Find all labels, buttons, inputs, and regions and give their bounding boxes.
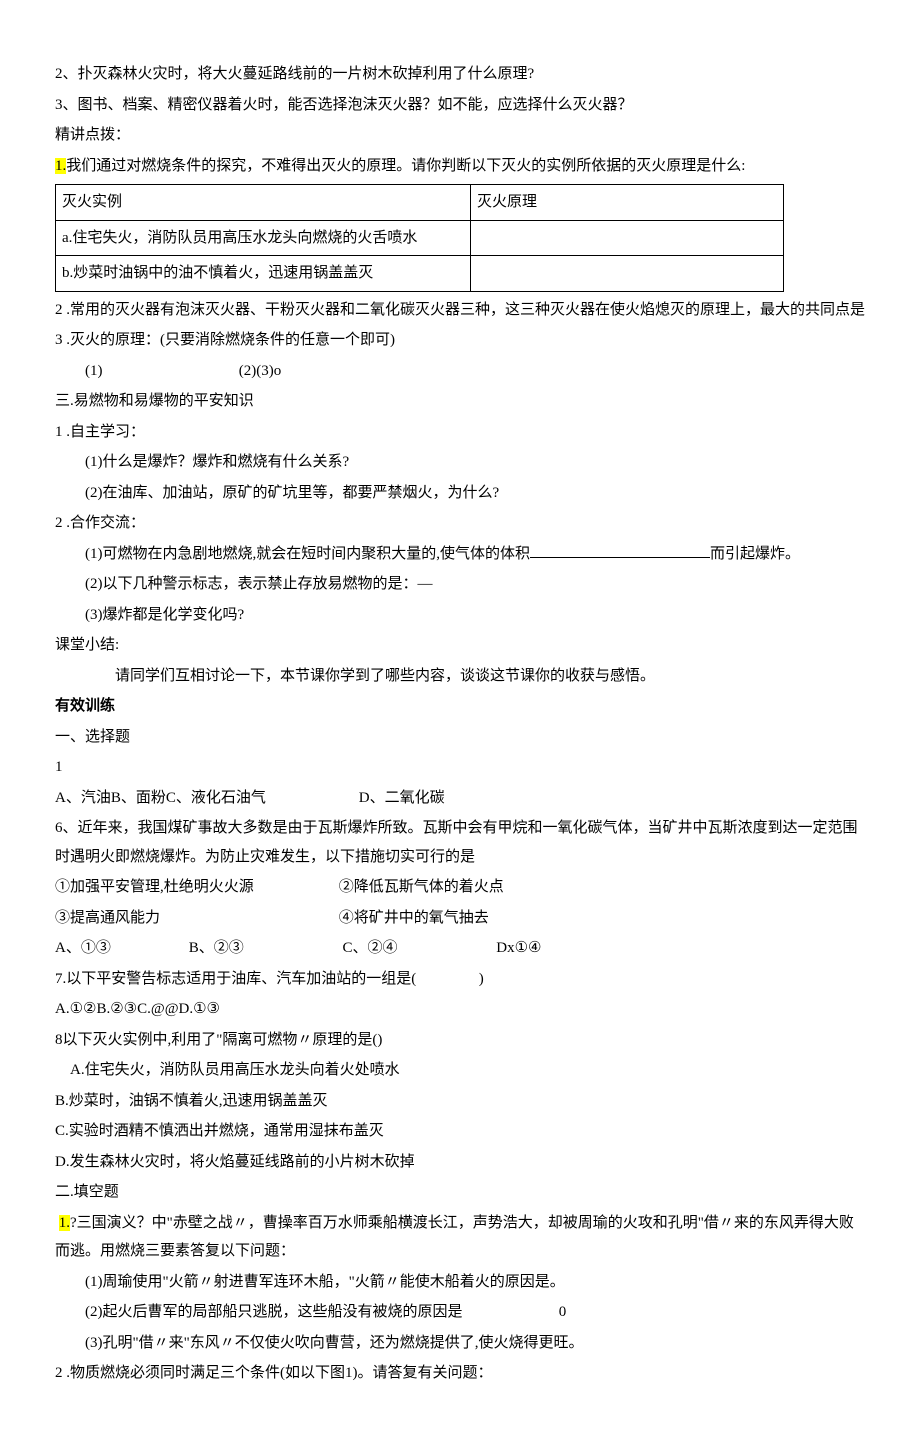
q8-opt-d: D.发生森林火灾时，将火焰蔓延线路前的小片树木砍掉 [55,1148,865,1177]
q6-item-4: ④将矿井中的氧气抽去 [339,910,489,926]
q7-close: ) [479,971,484,987]
point-3: 3 .灭火的原理：(只要消除燃烧条件的任意一个即可) [55,326,865,355]
q1-options: A、汽油B、面粉C、液化石油气 D、二氧化碳 [55,784,865,813]
q6-item-2: ②降低瓦斯气体的着火点 [339,879,504,895]
fill-2: 2 .物质燃烧必须同时满足三个条件(如以下图1)。请答复有关问题： [55,1359,865,1388]
fill-1-2-a: (2)起火后曹军的局部船只逃脱，这些船没有被烧的原因是 [85,1298,555,1327]
q6-items-12: ①加强平安管理,杜绝明火火源 ②降低瓦斯气体的着火点 [55,873,865,902]
study-2-3: (3)爆炸都是化学变化吗? [55,601,865,630]
table-row: a.住宅失火，消防队员用高压水龙头向燃烧的火舌喷水 [56,220,784,256]
table-cell-b1: b.炒菜时油锅中的油不慎着火，迅速用锅盖盖灭 [56,256,471,292]
q8-opt-c: C.实验时酒精不慎洒出并燃烧，通常用湿抹布盖灭 [55,1117,865,1146]
tiankong-heading: 二.填空题 [55,1178,865,1207]
q6-options: A、①③ B、②③ C、②④ Dx①④ [55,934,865,963]
q1-opts-abc: A、汽油B、面粉C、液化石油气 [55,784,355,813]
q6-opt-a: A、①③ [55,934,185,963]
fill-1-2-b: 0 [559,1304,567,1320]
point-1: 1.我们通过对燃烧条件的探究，不难得出灭火的原理。请你判断以下灭火的实例所依据的… [55,152,865,181]
point-1-text: 我们通过对燃烧条件的探究，不难得出灭火的原理。请你判断以下灭火的实例所依据的灭火… [66,158,745,174]
q6-opt-c: C、②④ [343,934,493,963]
fill-1-2: (2)起火后曹军的局部船只逃脱，这些船没有被烧的原因是 0 [55,1298,865,1327]
q1-number: 1 [55,753,865,782]
point-3-items: (1) (2)(3)o [55,357,865,386]
q8-opt-b: B.炒菜时，油锅不慎着火,迅速用锅盖盖灭 [55,1087,865,1116]
q6-items-34: ③提高通风能力 ④将矿井中的氧气抽去 [55,904,865,933]
study-2-1-text-a: (1)可燃物在内急剧地燃烧,就会在短时间内聚积大量的,使气体的体积 [85,546,530,562]
section-3-heading: 三.易燃物和易爆物的平安知识 [55,387,865,416]
study-2-2: (2)以下几种警示标志，表示禁止存放易燃物的是：— [55,570,865,599]
q6-text: 6、近年来，我国煤矿事故大多数是由于瓦斯爆炸所致。瓦斯中会有甲烷和一氧化碳气体，… [55,814,865,871]
table-cell-b2 [470,256,783,292]
point-3-item1: (1) [85,357,235,386]
q8-opt-a: A.住宅失火，消防队员用高压水龙头向着火处喷水 [55,1056,865,1085]
study-1-2: (2)在油库、加油站，原矿的矿坑里等，都要严禁烟火，为什么? [55,479,865,508]
extinguish-table: 灭火实例 灭火原理 a.住宅失火，消防队员用高压水龙头向燃烧的火舌喷水 b.炒菜… [55,184,784,292]
point-1-number: 1. [55,158,66,174]
youxiao-heading: 有效训练 [55,692,865,721]
table-header-row: 灭火实例 灭火原理 [56,185,784,221]
point-3-item2: (2)(3)o [239,363,281,379]
question-2: 2、扑灭森林火灾时，将大火蔓延路线前的一片树木砍掉利用了什么原理? [55,60,865,89]
fill-1-number: 1. [59,1215,70,1231]
table-header-2: 灭火原理 [470,185,783,221]
xuanze-heading: 一、选择题 [55,723,865,752]
question-3: 3、图书、档案、精密仪器着火时，能否选择泡沫灭火器？如不能，应选择什么灭火器？ [55,91,865,120]
study-1-1: (1)什么是爆炸？爆炸和燃烧有什么关系? [55,448,865,477]
table-cell-a2 [470,220,783,256]
q6-opt-d: Dx①④ [496,940,541,956]
q6-item-3: ③提高通风能力 [55,904,335,933]
study-2-1-text-b: 而引起爆炸。 [710,546,800,562]
q1-opt-d: D、二氧化碳 [359,790,445,806]
fill-1-text: ?三国演义？中"赤壁之战〃，曹操率百万水师乘船横渡长江，声势浩大，却被周瑜的火攻… [55,1215,854,1260]
fill-1-1: (1)周瑜使用"火箭〃射进曹军连环木船，"火箭〃能使木船着火的原因是。 [55,1268,865,1297]
fill-1-3: (3)孔明"借〃来"东风〃不仅使火吹向曹营，还为燃烧提供了,使火烧得更旺。 [55,1329,865,1358]
q6-item-1: ①加强平安管理,杜绝明火火源 [55,873,335,902]
study-1-heading: 1 .自主学习： [55,418,865,447]
q6-opt-b: B、②③ [189,934,339,963]
table-header-1: 灭火实例 [56,185,471,221]
ketang-heading: 课堂小结: [55,631,865,660]
q7-options: A.①②B.②③C.@@D.①③ [55,995,865,1024]
q8-text: 8以下灭火实例中,利用了"隔离可燃物〃原理的是() [55,1026,865,1055]
point-2: 2 .常用的灭火器有泡沫灭火器、干粉灭火器和二氧化碳灭火器三种，这三种灭火器在使… [55,296,865,325]
q7-text: 7.以下平安警告标志适用于油库、汽车加油站的一组是( ) [55,965,865,994]
jingjiang-heading: 精讲点拨： [55,121,865,150]
ketang-text: 请同学们互相讨论一下，本节课你学到了哪些内容，谈谈这节课你的收获与感悟。 [55,662,865,691]
study-2-1: (1)可燃物在内急剧地燃烧,就会在短时间内聚积大量的,使气体的体积 而引起爆炸。 [55,540,865,569]
table-row: b.炒菜时油锅中的油不慎着火，迅速用锅盖盖灭 [56,256,784,292]
table-cell-a1: a.住宅失火，消防队员用高压水龙头向燃烧的火舌喷水 [56,220,471,256]
blank-line [530,540,710,558]
fill-1: 1.?三国演义？中"赤壁之战〃，曹操率百万水师乘船横渡长江，声势浩大，却被周瑜的… [55,1209,865,1266]
q7-stem: 7.以下平安警告标志适用于油库、汽车加油站的一组是( [55,965,475,994]
study-2-heading: 2 .合作交流： [55,509,865,538]
